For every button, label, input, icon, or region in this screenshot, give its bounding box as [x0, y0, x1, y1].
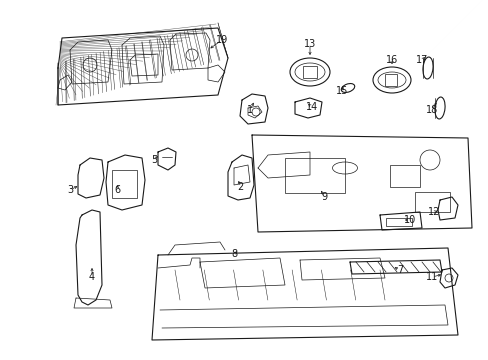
Text: 9: 9 — [320, 192, 326, 202]
Text: 11: 11 — [425, 272, 437, 282]
Bar — [303, 66, 316, 78]
Text: 5: 5 — [151, 155, 157, 165]
Text: 6: 6 — [114, 185, 120, 195]
Text: 3: 3 — [67, 185, 73, 195]
Text: 1: 1 — [246, 105, 253, 115]
Text: 14: 14 — [305, 102, 318, 112]
Bar — [112, 170, 137, 198]
Bar — [385, 218, 411, 226]
Text: 15: 15 — [335, 86, 347, 96]
Text: 17: 17 — [415, 55, 427, 65]
Text: 18: 18 — [425, 105, 437, 115]
Text: 7: 7 — [396, 265, 402, 275]
Text: 2: 2 — [236, 182, 243, 192]
Text: 13: 13 — [303, 39, 315, 49]
Text: 4: 4 — [89, 272, 95, 282]
Bar — [389, 165, 419, 187]
Text: 8: 8 — [230, 249, 237, 259]
Bar — [285, 158, 345, 193]
Bar — [384, 74, 396, 86]
Bar — [414, 192, 449, 212]
Text: 10: 10 — [403, 215, 415, 225]
Text: 19: 19 — [215, 35, 228, 45]
Text: 12: 12 — [427, 207, 439, 217]
Text: 16: 16 — [385, 55, 397, 65]
